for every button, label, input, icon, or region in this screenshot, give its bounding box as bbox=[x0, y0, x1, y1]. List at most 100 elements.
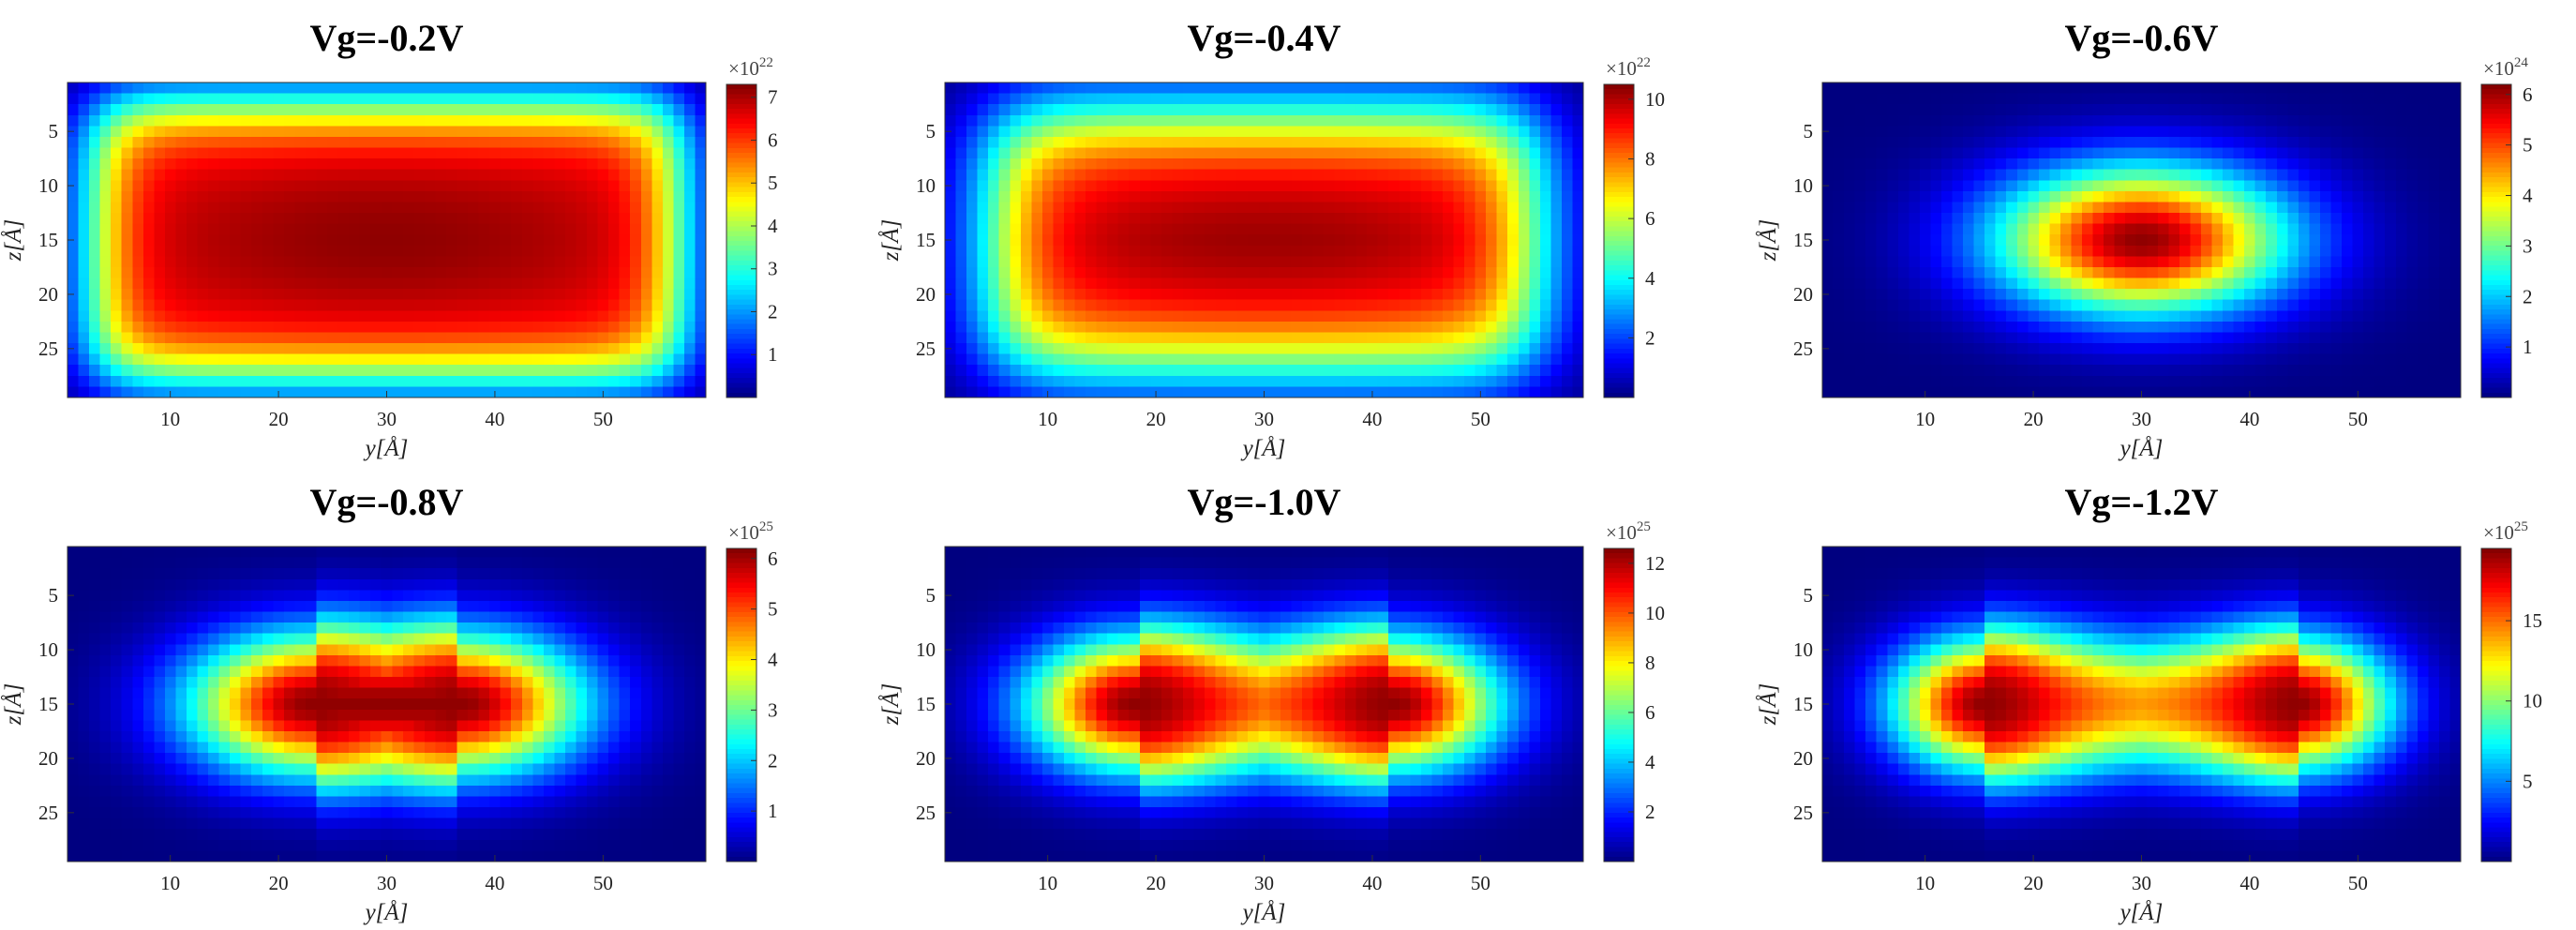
heatmap-cell bbox=[164, 82, 177, 95]
heatmap-cell bbox=[966, 321, 979, 334]
heatmap-cell bbox=[695, 223, 707, 235]
heatmap-cell bbox=[1301, 375, 1314, 388]
heatmap-cell bbox=[1539, 375, 1551, 388]
heatmap-cell bbox=[1291, 321, 1303, 334]
heatmap-cell bbox=[164, 365, 177, 377]
heatmap-cell bbox=[2287, 158, 2299, 171]
heatmap-cell bbox=[1345, 245, 1357, 257]
heatmap-cell bbox=[500, 386, 512, 398]
heatmap-cell bbox=[2287, 310, 2299, 322]
heatmap-cell bbox=[500, 266, 512, 279]
heatmap-cell bbox=[445, 310, 458, 322]
heatmap-cell bbox=[337, 266, 350, 279]
heatmap-cell bbox=[468, 147, 480, 159]
heatmap-cell bbox=[478, 223, 490, 235]
heatmap-cell bbox=[608, 256, 621, 268]
heatmap-cell bbox=[1377, 213, 1389, 225]
heatmap-cell bbox=[2038, 190, 2050, 203]
heatmap-cell bbox=[251, 245, 263, 257]
heatmap-cell bbox=[576, 365, 588, 377]
colorbar-segment bbox=[726, 343, 756, 350]
heatmap-cell bbox=[500, 202, 512, 214]
colorbar-segment bbox=[726, 334, 756, 340]
heatmap-cell bbox=[1377, 266, 1389, 279]
heatmap-cell bbox=[1475, 234, 1487, 247]
heatmap-cell bbox=[1205, 180, 1217, 192]
heatmap-cell bbox=[175, 343, 187, 355]
heatmap-cell bbox=[2092, 310, 2104, 322]
heatmap-cell bbox=[1431, 299, 1444, 311]
heatmap-cell bbox=[1139, 136, 1151, 149]
heatmap-cell bbox=[2298, 245, 2310, 257]
heatmap-cell bbox=[230, 386, 242, 398]
heatmap-cell bbox=[1193, 234, 1206, 247]
heatmap-cell bbox=[2092, 256, 2104, 268]
heatmap-cell bbox=[273, 169, 285, 181]
heatmap-cell bbox=[2223, 190, 2235, 203]
heatmap-cell bbox=[294, 365, 307, 377]
heatmap-cell bbox=[988, 158, 1000, 171]
heatmap-cell bbox=[1865, 289, 1878, 301]
heatmap-cell bbox=[381, 158, 393, 171]
heatmap-cell bbox=[208, 190, 220, 203]
heatmap-cell bbox=[651, 223, 664, 235]
heatmap-cell bbox=[2125, 126, 2137, 138]
heatmap-cell bbox=[1031, 169, 1043, 181]
heatmap-cell bbox=[1096, 202, 1108, 214]
heatmap-cell bbox=[2049, 114, 2061, 127]
heatmap-cell bbox=[2385, 114, 2397, 127]
heatmap-cell bbox=[1518, 114, 1530, 127]
heatmap-cell bbox=[2114, 256, 2126, 268]
heatmap-cell bbox=[2342, 158, 2354, 171]
heatmap-cell bbox=[111, 114, 123, 127]
heatmap-cell bbox=[554, 256, 566, 268]
heatmap-cell bbox=[142, 180, 155, 192]
heatmap-cell bbox=[349, 256, 361, 268]
heatmap-cell bbox=[673, 190, 685, 203]
heatmap-cell bbox=[2038, 202, 2050, 214]
heatmap-cell bbox=[1550, 223, 1563, 235]
heatmap-cell bbox=[457, 266, 469, 279]
heatmap-cell bbox=[413, 343, 426, 355]
heatmap-cell bbox=[2147, 136, 2159, 149]
heatmap-cell bbox=[1020, 353, 1032, 366]
heatmap-cell bbox=[1150, 180, 1162, 192]
heatmap-cell bbox=[662, 147, 674, 159]
heatmap-cell bbox=[402, 234, 414, 247]
heatmap-cell bbox=[1041, 234, 1055, 247]
heatmap-cell bbox=[316, 343, 328, 355]
heatmap-cell bbox=[1486, 147, 1498, 159]
heatmap-cell bbox=[608, 202, 621, 214]
heatmap-cell bbox=[2363, 93, 2375, 105]
heatmap-cell bbox=[2071, 136, 2083, 149]
heatmap-cell bbox=[1107, 126, 1119, 138]
heatmap-cell bbox=[1399, 289, 1411, 301]
heatmap-cell bbox=[1507, 256, 1520, 268]
heatmap-cell bbox=[154, 256, 166, 268]
heatmap-cell bbox=[1539, 114, 1551, 127]
heatmap-cell bbox=[1215, 158, 1227, 171]
heatmap-cell bbox=[2298, 321, 2310, 334]
colorbar-segment bbox=[726, 270, 756, 277]
heatmap-cell bbox=[2319, 266, 2332, 279]
heatmap-cell bbox=[1182, 114, 1195, 127]
heatmap-cell bbox=[78, 223, 90, 235]
heatmap-cell bbox=[1550, 104, 1563, 116]
heatmap-cell bbox=[1388, 223, 1400, 235]
heatmap-cell bbox=[327, 136, 339, 149]
heatmap-cell bbox=[651, 375, 664, 388]
heatmap-cell bbox=[327, 147, 339, 159]
heatmap-cell bbox=[1919, 82, 1932, 95]
heatmap-cell bbox=[1854, 321, 1866, 334]
heatmap-cell bbox=[1096, 234, 1108, 247]
heatmap-cell bbox=[218, 147, 231, 159]
heatmap-cell bbox=[457, 365, 469, 377]
heatmap-cell bbox=[1312, 256, 1325, 268]
heatmap-cell bbox=[608, 213, 621, 225]
heatmap-cell bbox=[1193, 332, 1206, 344]
heatmap-cell bbox=[2135, 278, 2148, 290]
heatmap-cell bbox=[1854, 213, 1866, 225]
heatmap-cell bbox=[998, 104, 1011, 116]
heatmap-cell bbox=[1161, 93, 1173, 105]
heatmap-cell bbox=[2179, 234, 2192, 247]
